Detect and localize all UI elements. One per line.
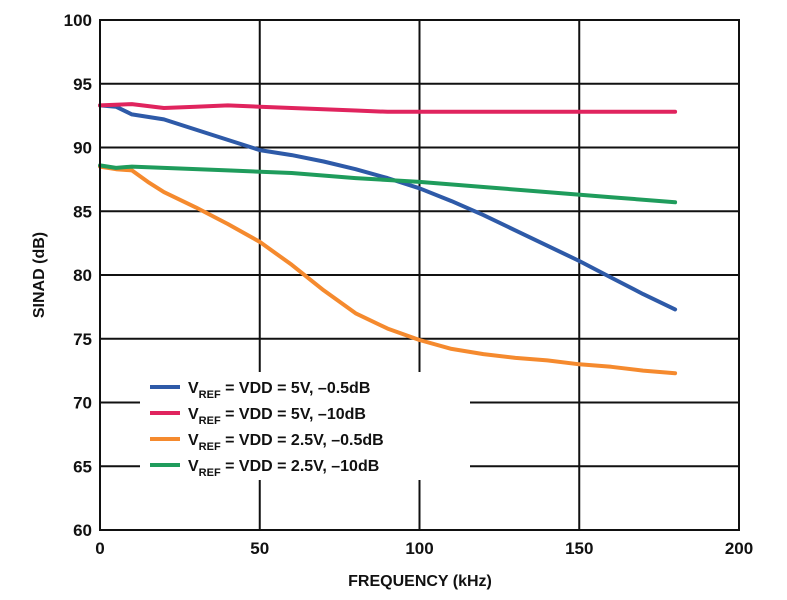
legend-text-rest: = VDD = 5V, –10dB — [221, 406, 366, 423]
y-tick-label: 100 — [64, 11, 92, 30]
x-tick-labels: 0 50 100 150 200 — [95, 539, 753, 558]
plot-frame — [99, 19, 740, 531]
y-axis-label: SINAD (dB) — [31, 232, 48, 318]
series-line-2 — [98, 102, 678, 114]
series-line-4 — [98, 163, 678, 205]
legend-text-main: V — [188, 432, 199, 449]
y-tick-label: 65 — [73, 457, 92, 476]
legend-text-rest: = VDD = 5V, –0.5dB — [221, 380, 371, 397]
x-tick-label: 150 — [565, 539, 593, 558]
series-lines — [98, 102, 678, 376]
legend-text-sub: REF — [199, 389, 221, 401]
legend-text-sub: REF — [199, 415, 221, 427]
y-tick-label: 70 — [73, 394, 92, 413]
x-tick-label: 100 — [405, 539, 433, 558]
y-tick-label: 60 — [73, 521, 92, 540]
y-tick-label: 90 — [73, 139, 92, 158]
y-tick-label: 75 — [73, 330, 92, 349]
y-tick-labels: 60 65 70 75 80 85 90 95 100 — [64, 11, 92, 540]
legend-entry-3: VREF = VDD = 2.5V, –0.5dB — [188, 432, 384, 453]
legend-text-main: V — [188, 458, 199, 475]
x-tick-label: 50 — [250, 539, 269, 558]
legend-text-main: V — [188, 406, 199, 423]
legend-text-main: V — [188, 380, 199, 397]
legend-entry-2: VREF = VDD = 5V, –10dB — [188, 406, 366, 427]
legend-box — [140, 372, 470, 480]
legend-entry-1: VREF = VDD = 5V, –0.5dB — [188, 380, 370, 401]
x-tick-label: 200 — [725, 539, 753, 558]
x-tick-label: 0 — [95, 539, 104, 558]
y-tick-label: 95 — [73, 75, 92, 94]
y-tick-label: 85 — [73, 202, 92, 221]
legend-text-sub: REF — [199, 441, 221, 453]
legend-text-sub: REF — [199, 467, 221, 479]
series-line-3 — [98, 164, 678, 376]
legend-text-rest: = VDD = 2.5V, –0.5dB — [221, 432, 384, 449]
y-tick-label: 80 — [73, 266, 92, 285]
legend-entry-4: VREF = VDD = 2.5V, –10dB — [188, 458, 379, 479]
legend-text-rest: = VDD = 2.5V, –10dB — [221, 458, 380, 475]
series-line-1 — [98, 103, 678, 312]
x-axis-label: FREQUENCY (kHz) — [348, 573, 492, 590]
